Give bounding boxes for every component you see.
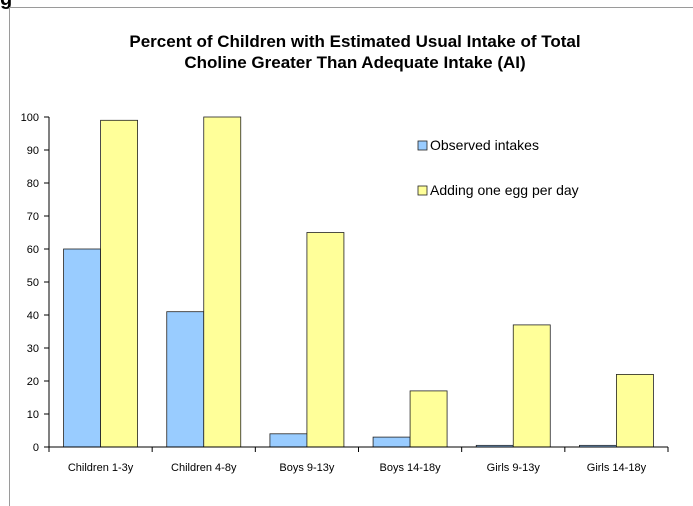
bar-egg-1 [203,116,242,448]
bar-egg-2 [306,232,345,448]
legend: Observed intakes Adding one egg per day [417,137,579,198]
bar-egg-5 [616,373,654,448]
y-tick-label: 20 [27,376,39,388]
bar-observed-3 [372,436,411,448]
bar-egg-0 [100,119,138,448]
y-tick-label: 90 [27,145,39,157]
y-tick-label: 0 [33,442,39,454]
y-tick-label: 40 [27,310,39,322]
legend-label: Observed intakes [430,137,539,153]
chart-frame [9,7,693,506]
chart-title-line-1: Percent of Children with Estimated Usual… [129,32,581,51]
y-axis: 0 10 20 30 40 50 60 70 80 90 100 [21,112,50,454]
x-tick-label: Boys 9-13y [279,462,335,474]
x-tick-label: Girls 9-13y [487,462,541,474]
y-tick-label: 10 [27,409,39,421]
y-tick-label: 70 [27,211,39,223]
x-tick-label: Children 4-8y [171,462,237,474]
bars [63,116,654,448]
legend-swatch [417,185,428,196]
x-tick-label: Children 1-3y [68,462,134,474]
x-tick-label: Boys 14-18y [380,462,442,474]
y-tick-label: 50 [27,277,39,289]
bar-observed-2 [269,433,308,448]
figure-label: g [0,0,12,11]
y-tick-label: 30 [27,343,39,355]
bar-observed-1 [166,311,205,448]
x-axis: Children 1-3y Children 4-8y Boys 9-13y Boys… [48,446,669,474]
chart-title-line-2: Choline Greater Than Adequate Intake (AI… [184,53,526,72]
y-tick-label: 80 [27,178,39,190]
y-tick-label: 60 [27,244,39,256]
bar-egg-3 [409,390,448,448]
bar-egg-4 [512,324,551,448]
bar-observed-0 [63,248,101,448]
y-tick-label: 100 [21,112,39,124]
legend-label: Adding one egg per day [430,182,579,198]
x-tick-label: Girls 14-18y [587,462,647,474]
chart-title: Percent of Children with Estimated Usual… [30,31,680,73]
legend-swatch [417,140,428,151]
